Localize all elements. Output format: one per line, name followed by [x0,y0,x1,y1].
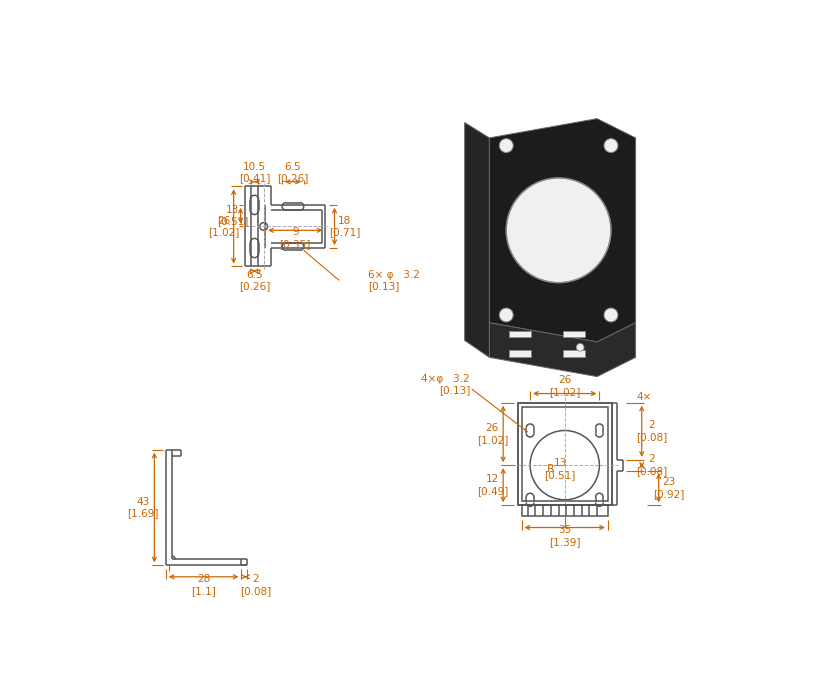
Text: 6.5
[0.26]: 6.5 [0.26] [277,162,308,183]
Circle shape [604,139,618,153]
Text: R: R [547,464,555,474]
Text: 4×: 4× [636,391,652,402]
Text: 10.5
[0.41]: 10.5 [0.41] [239,162,270,183]
Polygon shape [510,351,531,356]
Bar [522,505,608,516]
Text: 12
[0.49]: 12 [0.49] [477,475,508,496]
Circle shape [506,178,611,283]
Text: 23
[0.92]: 23 [0.92] [653,477,685,498]
Text: 43
[1.69]: 43 [1.69] [127,497,159,518]
Text: 13
[0.51]: 13 [0.51] [545,458,576,480]
Polygon shape [564,331,585,337]
Text: 6.5
[0.26]: 6.5 [0.26] [239,270,270,291]
Polygon shape [465,122,489,357]
Text: 2
[0.08]: 2 [0.08] [636,454,667,476]
Polygon shape [489,118,636,342]
Text: 4×φ   3.2
[0.13]: 4×φ 3.2 [0.13] [421,374,470,395]
Text: 26
[1.02]: 26 [1.02] [477,424,508,444]
Bar [518,402,612,505]
Circle shape [499,308,513,322]
Circle shape [499,139,513,153]
Text: 13
[0.51]: 13 [0.51] [218,205,249,227]
Text: 2
[0.08]: 2 [0.08] [636,421,667,442]
Circle shape [604,308,618,322]
Text: 26
[1.02]: 26 [1.02] [549,375,581,397]
Text: 9
[0.35]: 9 [0.35] [280,228,311,248]
Polygon shape [510,331,531,337]
Text: 26
[1.02]: 26 [1.02] [208,216,240,237]
Text: 18
[0.71]: 18 [0.71] [329,216,360,237]
Polygon shape [489,323,636,377]
Text: 35
[1.39]: 35 [1.39] [549,525,581,547]
Bar [518,402,612,505]
Circle shape [577,344,584,351]
Bar [522,407,608,501]
Polygon shape [564,351,585,356]
Text: 2
[0.08]: 2 [0.08] [240,575,272,596]
Text: 28
[1.1]: 28 [1.1] [191,575,216,596]
Text: 6× φ   3.2
[0.13]: 6× φ 3.2 [0.13] [368,270,420,291]
